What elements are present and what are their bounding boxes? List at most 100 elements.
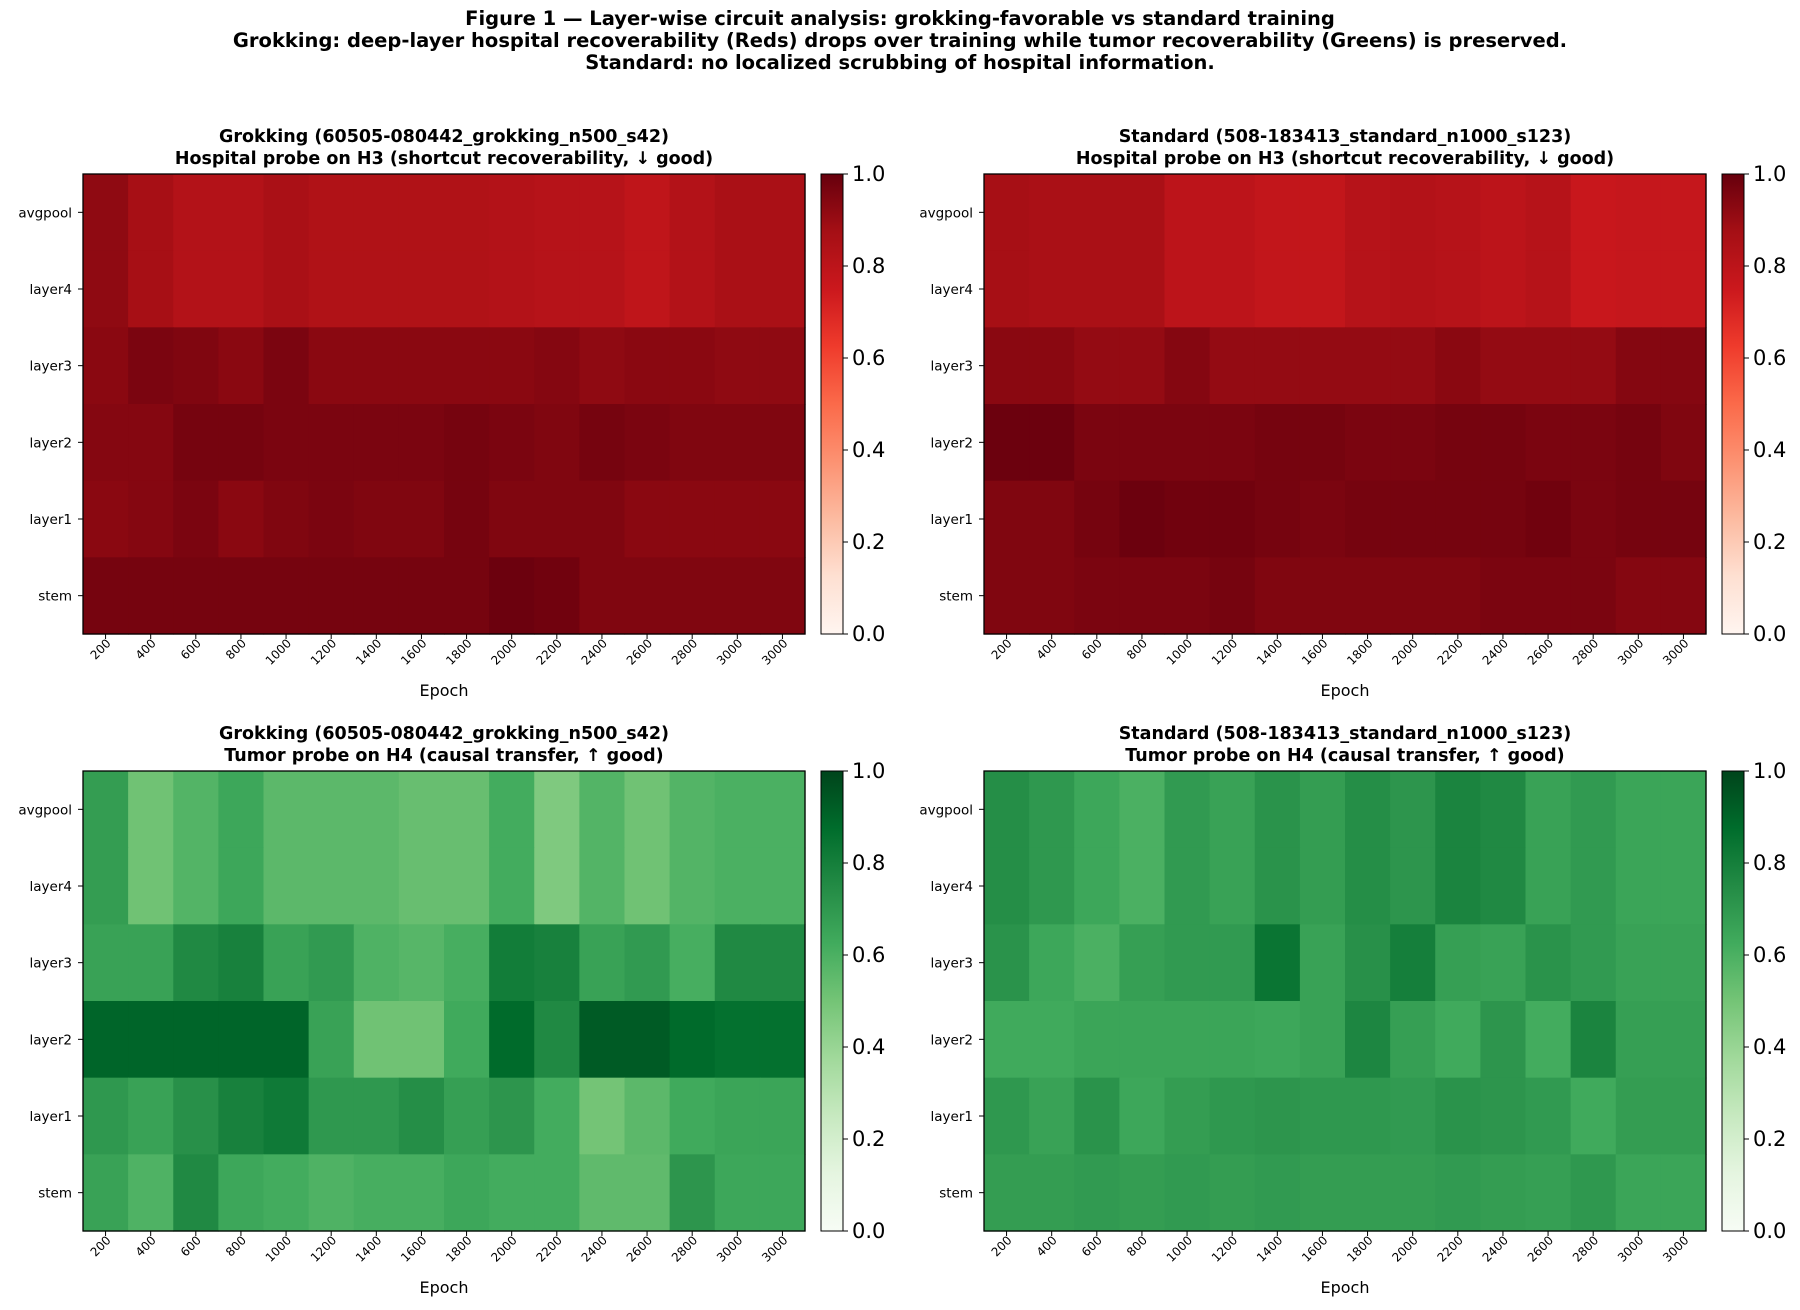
heatmap-cell — [489, 480, 535, 558]
panel-title: Standard (508-183413_standard_n1000_s123… — [1119, 127, 1572, 147]
heatmap-cell — [444, 771, 490, 849]
heatmap-cell — [398, 847, 445, 925]
x-tick-label: 600 — [178, 1233, 204, 1259]
heatmap-cell — [128, 557, 174, 635]
heatmap-cell — [1164, 404, 1211, 482]
x-tick-label: 800 — [1124, 1233, 1150, 1259]
heatmap-cell — [308, 174, 355, 252]
heatmap-cell — [1345, 250, 1391, 328]
heatmap-cell — [1299, 1077, 1346, 1155]
y-tick-label: layer4 — [30, 282, 72, 298]
heatmap-cell — [1660, 557, 1707, 635]
x-tick-label: 1800 — [443, 1233, 474, 1264]
y-tick-label: avgpool — [18, 802, 72, 818]
heatmap-cell — [1119, 1001, 1166, 1079]
heatmap-cell — [579, 1077, 626, 1155]
y-tick-label: layer3 — [30, 956, 72, 972]
heatmap-cell — [1570, 847, 1617, 925]
heatmap-cell — [669, 404, 716, 482]
heatmap-cell — [1074, 557, 1120, 635]
x-tick-label: 600 — [1079, 1233, 1105, 1259]
heatmap-cell — [669, 327, 716, 405]
heatmap-cell — [1209, 404, 1256, 482]
heatmap-cell — [1209, 1077, 1256, 1155]
heatmap-cell — [263, 557, 310, 635]
x-tick-label: 2000 — [1389, 1233, 1420, 1264]
colorbar-tick-label: 0.8 — [1753, 851, 1786, 875]
y-tick-label: stem — [939, 1186, 973, 1202]
y-tick-label: layer2 — [30, 1032, 72, 1048]
x-tick-label: 1200 — [1209, 636, 1240, 667]
x-tick-label: 3000 — [1660, 1233, 1691, 1264]
heatmap-cell — [1299, 480, 1346, 558]
figure-title-line-2: Grokking: deep-layer hospital recoverabi… — [232, 29, 1568, 52]
heatmap-cell — [83, 327, 129, 405]
x-tick-label: 1000 — [1164, 1233, 1195, 1264]
heatmap-cell — [1570, 1154, 1617, 1232]
heatmap-cell — [1119, 327, 1166, 405]
heatmap-cell — [1615, 557, 1662, 635]
heatmap-cell — [1345, 174, 1391, 252]
heatmap-cell — [1570, 327, 1617, 405]
heatmap-cell — [173, 174, 219, 252]
heatmap-cell — [128, 1001, 174, 1079]
heatmap-cell — [128, 404, 174, 482]
heatmap-cell — [534, 1077, 580, 1155]
heatmap-cell — [759, 1077, 806, 1155]
heatmap-cell — [489, 847, 535, 925]
heatmap-cell — [1119, 924, 1166, 1002]
x-axis-label: Epoch — [420, 1278, 469, 1297]
heatmap-cell — [1209, 924, 1256, 1002]
heatmap-cell — [128, 327, 174, 405]
x-tick-label: 200 — [989, 636, 1015, 662]
heatmap-cell — [669, 847, 716, 925]
x-tick-label: 2600 — [624, 1233, 655, 1264]
heatmap-cell — [83, 557, 129, 635]
x-tick-label: 2200 — [1434, 1233, 1465, 1264]
heatmap-cell — [1660, 1001, 1707, 1079]
heatmap-cell — [218, 1001, 265, 1079]
heatmap-cell — [1074, 1001, 1120, 1079]
heatmap-cell — [83, 924, 129, 1002]
x-tick-label: 400 — [1034, 1233, 1060, 1259]
colorbar-tick-label: 0.4 — [852, 1035, 885, 1059]
heatmap-cell — [1480, 327, 1527, 405]
heatmap-cell — [1299, 1154, 1346, 1232]
y-tick-label: avgpool — [919, 802, 973, 818]
heatmap-cell — [1525, 1154, 1572, 1232]
x-tick-label: 3000 — [714, 1233, 745, 1264]
heatmap-cell — [398, 557, 445, 635]
heatmap-cell — [1480, 1077, 1527, 1155]
colorbar — [1721, 770, 1745, 1232]
heatmap-cell — [624, 1077, 671, 1155]
heatmap-cell — [534, 557, 580, 635]
heatmap-cell — [263, 480, 310, 558]
heatmap-cell — [1435, 1001, 1481, 1079]
colorbar-tick-label: 0.0 — [1753, 1219, 1786, 1243]
heatmap-cell — [1390, 1001, 1436, 1079]
panel-subtitle: Tumor probe on H4 (causal transfer, ↑ go… — [224, 746, 663, 766]
heatmap-cell — [1435, 174, 1481, 252]
heatmap-cell — [714, 1154, 761, 1232]
x-tick-label: 200 — [88, 1233, 114, 1259]
heatmap-cell — [128, 1154, 174, 1232]
heatmap-cell — [1345, 1001, 1391, 1079]
heatmap-cell — [218, 327, 265, 405]
heatmap-cell — [1480, 250, 1527, 328]
panel-subtitle: Hospital probe on H3 (shortcut recoverab… — [1076, 149, 1614, 169]
heatmap-cell — [83, 847, 129, 925]
heatmap-cell — [1119, 250, 1166, 328]
x-tick-label: 1200 — [308, 1233, 339, 1264]
heatmap-cell — [398, 327, 445, 405]
heatmap-cell — [128, 847, 174, 925]
x-axis-label: Epoch — [1321, 681, 1370, 700]
heatmap-cell — [1480, 847, 1527, 925]
heatmap-cell — [759, 250, 806, 328]
heatmap-cell — [398, 174, 445, 252]
heatmap-cell — [1345, 1077, 1391, 1155]
heatmap-cell — [1164, 557, 1211, 635]
heatmap-cell — [1254, 1001, 1301, 1079]
heatmap-cell — [308, 1154, 355, 1232]
heatmap-cell — [489, 327, 535, 405]
heatmap-cell — [83, 480, 129, 558]
